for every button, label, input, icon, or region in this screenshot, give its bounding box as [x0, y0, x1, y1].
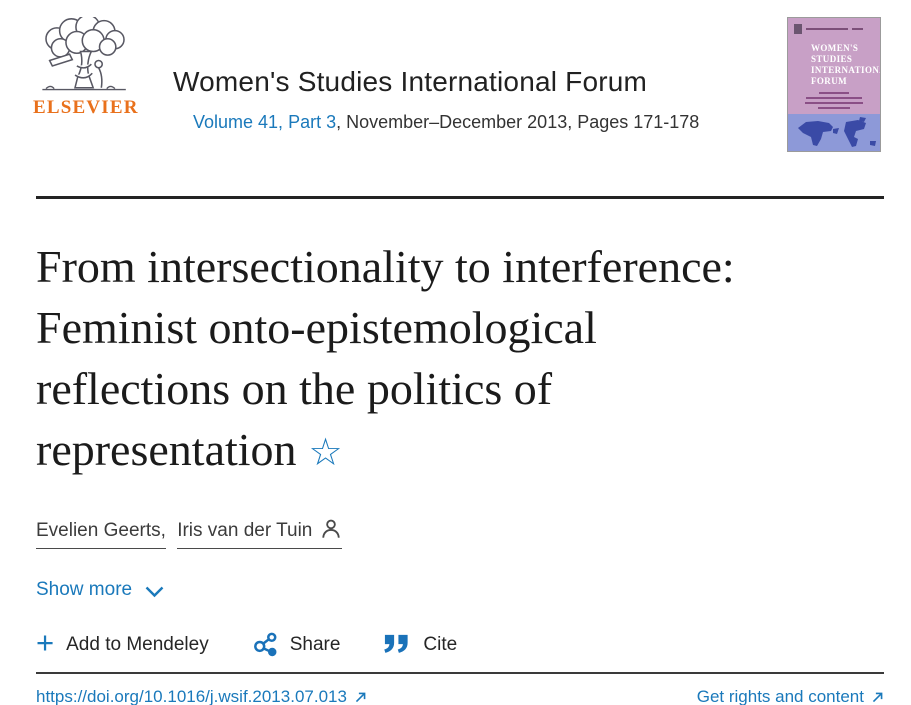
action-bar: + Add to Mendeley Share — [36, 624, 875, 660]
cite-quotes-icon — [384, 634, 409, 653]
share-button[interactable]: Share — [253, 632, 341, 657]
author-link[interactable]: Evelien Geerts, — [36, 519, 166, 549]
show-more-label: Show more — [36, 579, 133, 600]
elsevier-wordmark: ELSEVIER — [33, 97, 139, 118]
header-divider — [36, 196, 884, 199]
cover-text-line — [819, 92, 849, 94]
footer-links: https://doi.org/10.1016/j.wsif.2013.07.0… — [0, 674, 911, 705]
plus-icon: + — [36, 624, 55, 660]
article-title-line: From intersectionality to interference: — [36, 241, 735, 292]
article-title: From intersectionality to interference: … — [36, 236, 875, 483]
cover-title: WOMEN'S STUDIES INTERNATIONAL FORUM — [811, 43, 880, 86]
cover-text-line — [806, 97, 862, 99]
external-link-arrow-icon — [872, 692, 883, 702]
cover-text-line — [804, 102, 864, 104]
doi-link[interactable]: https://doi.org/10.1016/j.wsif.2013.07.0… — [36, 687, 367, 705]
issue-link[interactable]: Volume 41, Part 3 — [193, 112, 337, 132]
add-to-mendeley-label: Add to Mendeley — [66, 633, 209, 655]
issue-details: , November–December 2013, Pages 171-178 — [336, 112, 700, 132]
rights-text: Get rights and content — [696, 687, 864, 705]
journal-title-link[interactable]: Women's Studies International Forum — [173, 66, 648, 97]
article-main: From intersectionality to interference: … — [0, 236, 911, 660]
add-to-mendeley-button[interactable]: + Add to Mendeley — [36, 624, 209, 660]
world-map-graphic — [798, 117, 876, 147]
elsevier-tree-icon — [42, 17, 126, 91]
elsevier-logo[interactable]: ELSEVIER — [33, 17, 139, 119]
doi-text: https://doi.org/10.1016/j.wsif.2013.07.0… — [36, 687, 347, 705]
article-title-line: Feminist onto-epistemological — [36, 302, 597, 353]
author-link[interactable]: Iris van der Tuin — [177, 518, 343, 549]
author-list: Evelien Geerts, Iris van der Tuin — [36, 518, 875, 549]
rights-link[interactable]: Get rights and content — [697, 687, 884, 705]
issue-line: Volume 41, Part 3, November–December 201… — [193, 111, 911, 133]
cover-text-line — [818, 107, 850, 109]
journal-banner: ELSEVIER Women's Studies International F… — [0, 0, 911, 169]
author-name: Evelien Geerts, — [36, 520, 166, 541]
article-title-line: representation ☆ — [36, 419, 875, 483]
article-title-last-words: representation — [36, 424, 297, 475]
cover-text-line — [851, 28, 863, 30]
author-name: Iris van der Tuin — [177, 520, 313, 541]
chevron-down-icon — [145, 586, 164, 597]
share-label: Share — [289, 633, 341, 655]
journal-cover-thumbnail[interactable]: WOMEN'S STUDIES INTERNATIONAL FORUM — [787, 17, 881, 152]
article-title-line: reflections on the politics of — [36, 363, 553, 414]
cover-masthead — [788, 18, 880, 34]
cover-map-band — [788, 114, 880, 151]
title-star-icon[interactable]: ☆ — [308, 430, 343, 474]
cover-text-line — [806, 28, 848, 30]
share-icon — [253, 632, 277, 657]
cover-mini-logo — [794, 24, 802, 34]
show-more-button[interactable]: Show more — [36, 579, 164, 601]
cite-label: Cite — [423, 633, 458, 655]
cite-button[interactable]: Cite — [384, 634, 457, 656]
cover-subtitle-lines — [788, 92, 880, 109]
footer-divider — [36, 672, 884, 674]
person-icon — [322, 519, 341, 538]
external-link-arrow-icon — [355, 692, 366, 702]
journal-title-block: Women's Studies International Forum Volu… — [173, 17, 911, 133]
